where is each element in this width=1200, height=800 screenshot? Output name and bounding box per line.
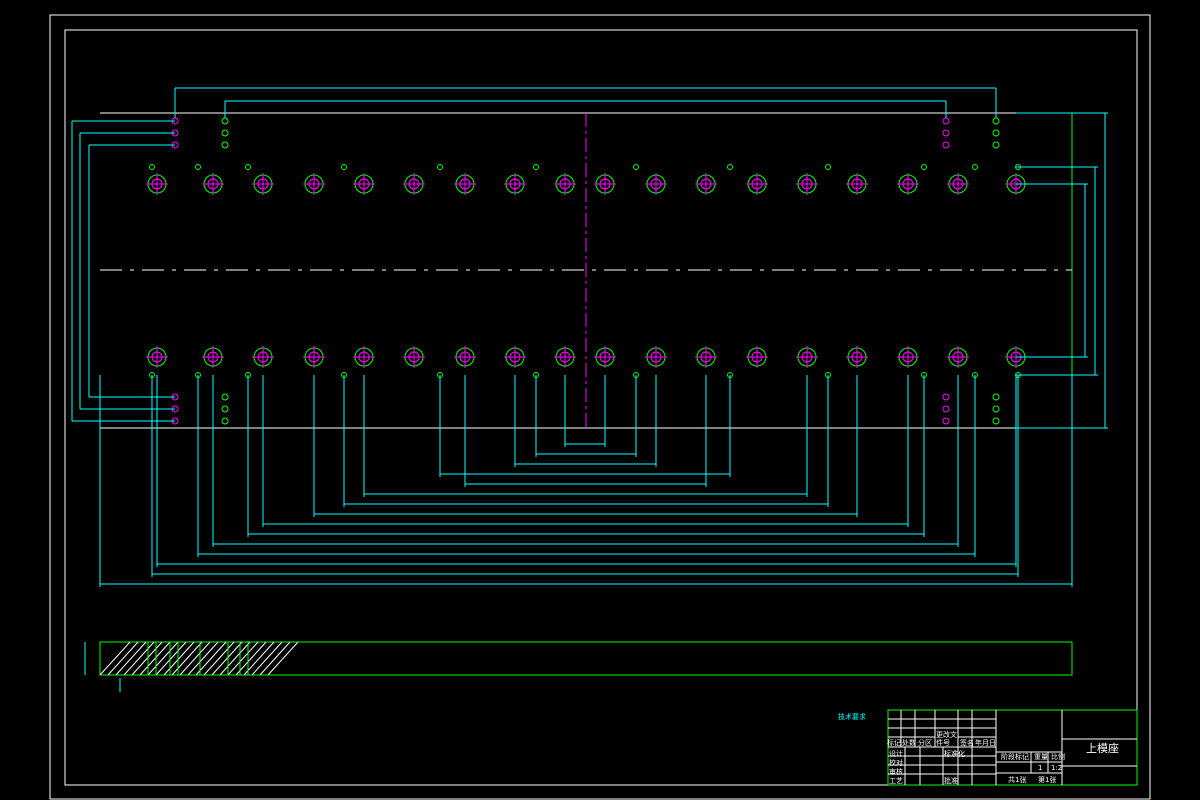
hatch [147,641,179,676]
hatch [179,641,211,676]
header-zone: 分区 [918,739,932,747]
side-hole [992,141,1000,149]
hatch [163,641,195,676]
outer-frame [49,14,1151,800]
pin-hole [195,164,201,170]
header-count: 处数 [902,739,916,747]
hatch [211,641,243,676]
side-hole [221,405,229,413]
side-hole [942,417,950,425]
hatch [243,641,275,676]
side-hole [942,141,950,149]
hatch [195,641,227,676]
inner-frame [64,29,1138,786]
pin-hole [149,164,155,170]
row-standardize: 标准化 [944,750,965,758]
weight-label: 重量 [1034,753,1048,761]
pin-hole [533,164,539,170]
side-hole [992,417,1000,425]
hatch [107,641,139,676]
pin-hole [245,164,251,170]
pin-hole [825,164,831,170]
pin-hole [727,164,733,170]
pin-hole [633,164,639,170]
hatch [171,641,203,676]
hatch [115,641,147,676]
pin-hole [972,164,978,170]
row-check: 校对 [889,759,903,767]
side-hole [942,393,950,401]
part-name: 上模座 [1086,742,1119,755]
side-hole [992,129,1000,137]
hatch [227,641,259,676]
quantity: 1 [1038,764,1043,772]
pin-hole [437,164,443,170]
scale-value: 1:2 [1051,764,1063,772]
sheets-total: 共1张 [1008,776,1027,784]
hatch [267,641,299,676]
side-hole [942,129,950,137]
hatch [99,641,131,676]
hatch [139,641,171,676]
side-hole [942,405,950,413]
row-design: 设计 [889,750,903,758]
header-change-doc: 更改文件号 [936,731,957,747]
hatch [219,641,251,676]
side-hole [992,117,1000,125]
sheet-number: 第1张 [1038,776,1057,784]
hatch [259,641,291,676]
hatch [131,641,163,676]
hatch [235,641,267,676]
hatch [187,641,219,676]
pin-hole [341,164,347,170]
row-process: 工艺 [889,777,903,785]
hatch [251,641,283,676]
header-mark: 标记 [887,739,901,747]
side-hole [221,129,229,137]
hatch [123,641,155,676]
side-hole [942,117,950,125]
pin-hole [921,164,927,170]
side-hole [992,393,1000,401]
side-hole [221,117,229,125]
section-view [99,641,1073,676]
side-hole [221,141,229,149]
hatch [155,641,187,676]
stage-label: 阶段标记 [1001,753,1029,761]
technical-notes: 技术要求 [838,713,866,721]
scale-label: 比例 [1051,753,1065,761]
row-review: 审核 [889,768,903,776]
side-hole [221,393,229,401]
side-hole [221,417,229,425]
row-approve: 批准 [944,777,958,785]
side-hole [992,405,1000,413]
header-date: 年月日 [975,739,996,747]
hatch [203,641,235,676]
header-sign: 签名 [960,739,974,747]
